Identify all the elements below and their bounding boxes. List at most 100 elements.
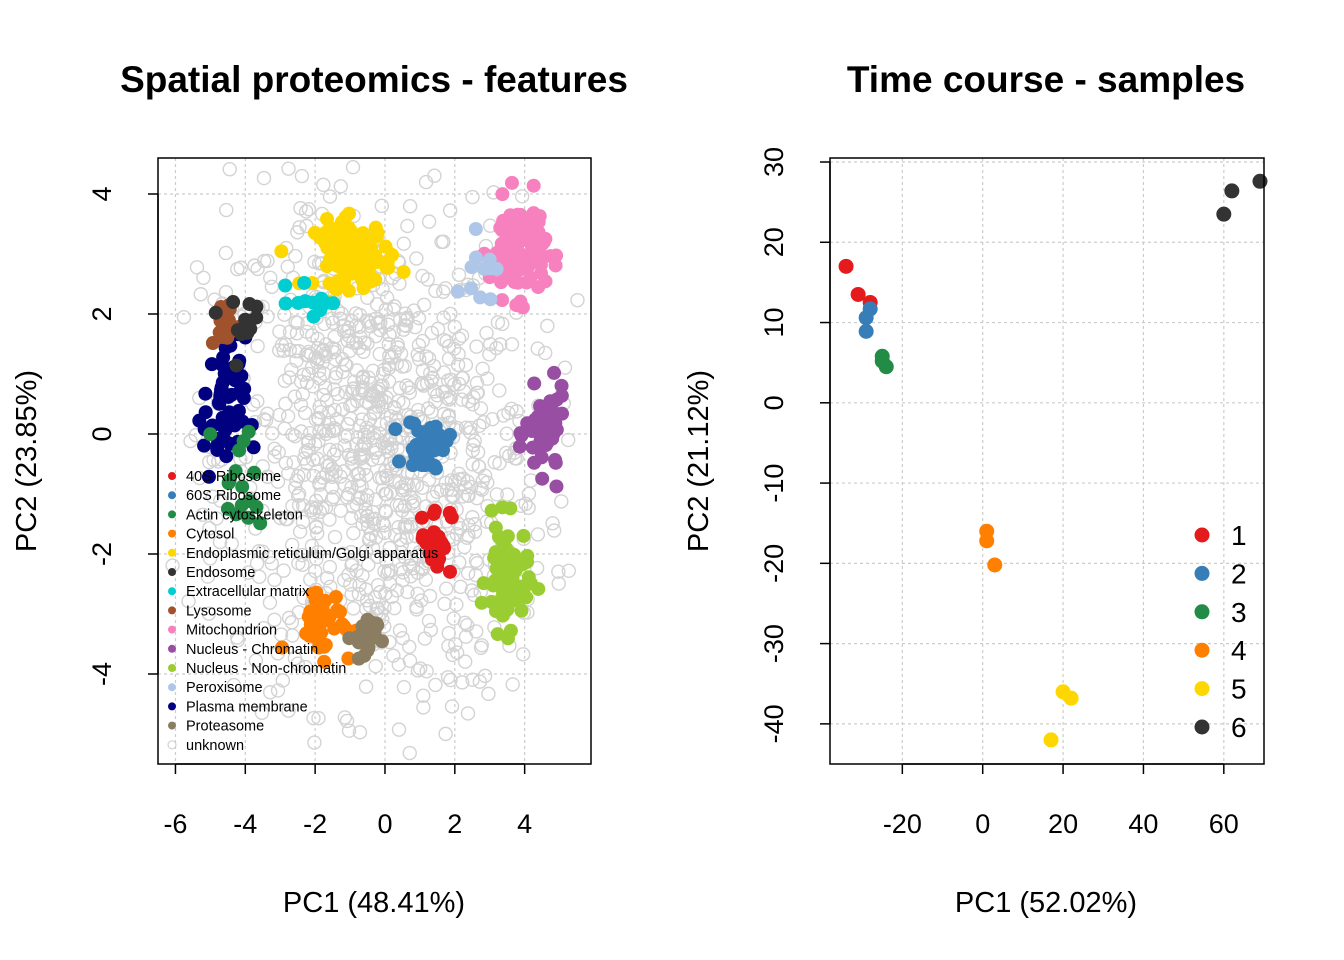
data-point (274, 244, 289, 259)
data-point-unknown (481, 686, 496, 702)
data-point (548, 452, 563, 467)
data-point-unknown (329, 366, 344, 381)
data-point-unknown (356, 344, 371, 359)
data-point-unknown (383, 409, 398, 424)
data-point-unknown (344, 451, 359, 466)
data-point-unknown (418, 572, 434, 587)
data-point-unknown (409, 251, 424, 266)
data-point-unknown (306, 468, 321, 484)
data-point-unknown (391, 722, 407, 737)
legend-marker (168, 683, 176, 692)
data-point-unknown (378, 302, 394, 317)
data-point-unknown (196, 270, 211, 286)
data-point (495, 187, 510, 202)
data-point-unknown (408, 319, 423, 335)
y-tick-label: -10 (759, 464, 789, 503)
data-point (497, 244, 512, 259)
data-point (236, 433, 251, 448)
data-point-unknown (469, 624, 484, 639)
data-point-unknown (479, 325, 494, 341)
data-point-unknown (288, 248, 303, 264)
panel-spatial-proteomics: Spatial proteomics - features -6 -4 -2 0 2 4-… (11, 59, 628, 919)
data-point (316, 613, 331, 628)
data-point-unknown (287, 389, 303, 404)
data-point-unknown (287, 651, 303, 666)
data-point-unknown (455, 675, 470, 690)
data-point-unknown (346, 525, 361, 541)
y-tick-label: 4 (87, 186, 117, 201)
data-point-unknown (336, 572, 352, 588)
legend-label: Mitochondrion (186, 623, 277, 639)
data-point (464, 281, 479, 296)
data-point-unknown (410, 663, 426, 678)
data-point-unknown (414, 377, 430, 392)
data-point-unknown (468, 553, 484, 568)
legend-label: Proteasome (186, 719, 264, 735)
data-point-unknown (343, 544, 359, 560)
data-point-unknown (457, 615, 473, 630)
data-point-unknown (465, 510, 480, 525)
data-point-group-6 (1224, 183, 1240, 199)
data-point-unknown (428, 283, 443, 299)
data-point (214, 418, 229, 433)
data-point-unknown (229, 630, 245, 645)
data-point-unknown (370, 316, 385, 331)
data-point (208, 305, 223, 320)
data-point-unknown (362, 598, 378, 614)
data-point-unknown (440, 373, 456, 388)
data-point (442, 564, 457, 579)
data-point-unknown (379, 553, 394, 569)
data-point-unknown (387, 401, 402, 416)
data-point-unknown (277, 421, 292, 436)
data-point-unknown (289, 326, 305, 341)
y-tick-label: -40 (759, 704, 789, 743)
data-point-unknown (341, 486, 356, 502)
data-point-unknown (452, 472, 467, 487)
data-point-unknown (301, 366, 316, 382)
data-point (503, 623, 518, 638)
data-point-unknown (333, 179, 348, 194)
legend-label: Extracellular matrix (186, 584, 310, 600)
data-point (247, 465, 262, 480)
data-point-unknown (311, 710, 326, 726)
data-point-unknown (307, 254, 322, 270)
legend-label: 1 (1231, 520, 1247, 551)
legend-label: 4 (1231, 635, 1247, 666)
data-point (318, 295, 333, 310)
data-point-unknown (245, 397, 261, 412)
data-point (242, 313, 257, 328)
data-point-unknown (504, 337, 520, 352)
data-point-unknown (200, 569, 216, 584)
data-point-unknown (439, 390, 455, 406)
data-point-unknown (570, 292, 585, 308)
data-point (229, 370, 244, 385)
data-point-unknown (441, 625, 456, 641)
legend-label: 60S Ribosome (186, 488, 281, 504)
data-point-unknown (461, 488, 476, 503)
data-point-unknown (493, 337, 508, 352)
data-point-group-5 (1063, 690, 1079, 706)
data-point-unknown (378, 463, 393, 478)
data-point (549, 479, 564, 494)
data-point-unknown (387, 299, 402, 314)
data-point-unknown (380, 317, 396, 332)
data-point-unknown (378, 486, 393, 501)
data-point-unknown (337, 710, 353, 725)
data-point-unknown (537, 345, 553, 361)
data-point-unknown (521, 486, 537, 502)
data-point-unknown (292, 524, 308, 539)
data-point-unknown (425, 370, 440, 385)
data-point-unknown (416, 700, 431, 715)
data-point (524, 423, 539, 438)
data-point-unknown (382, 576, 398, 592)
data-point (278, 278, 293, 293)
data-point (547, 365, 562, 380)
data-point-unknown (299, 347, 314, 362)
legend-marker (1194, 719, 1210, 735)
data-point-unknown (273, 510, 288, 526)
data-point-unknown (288, 343, 303, 359)
data-point-unknown (176, 309, 192, 325)
data-point-unknown (359, 513, 374, 528)
data-point-unknown (448, 637, 463, 652)
